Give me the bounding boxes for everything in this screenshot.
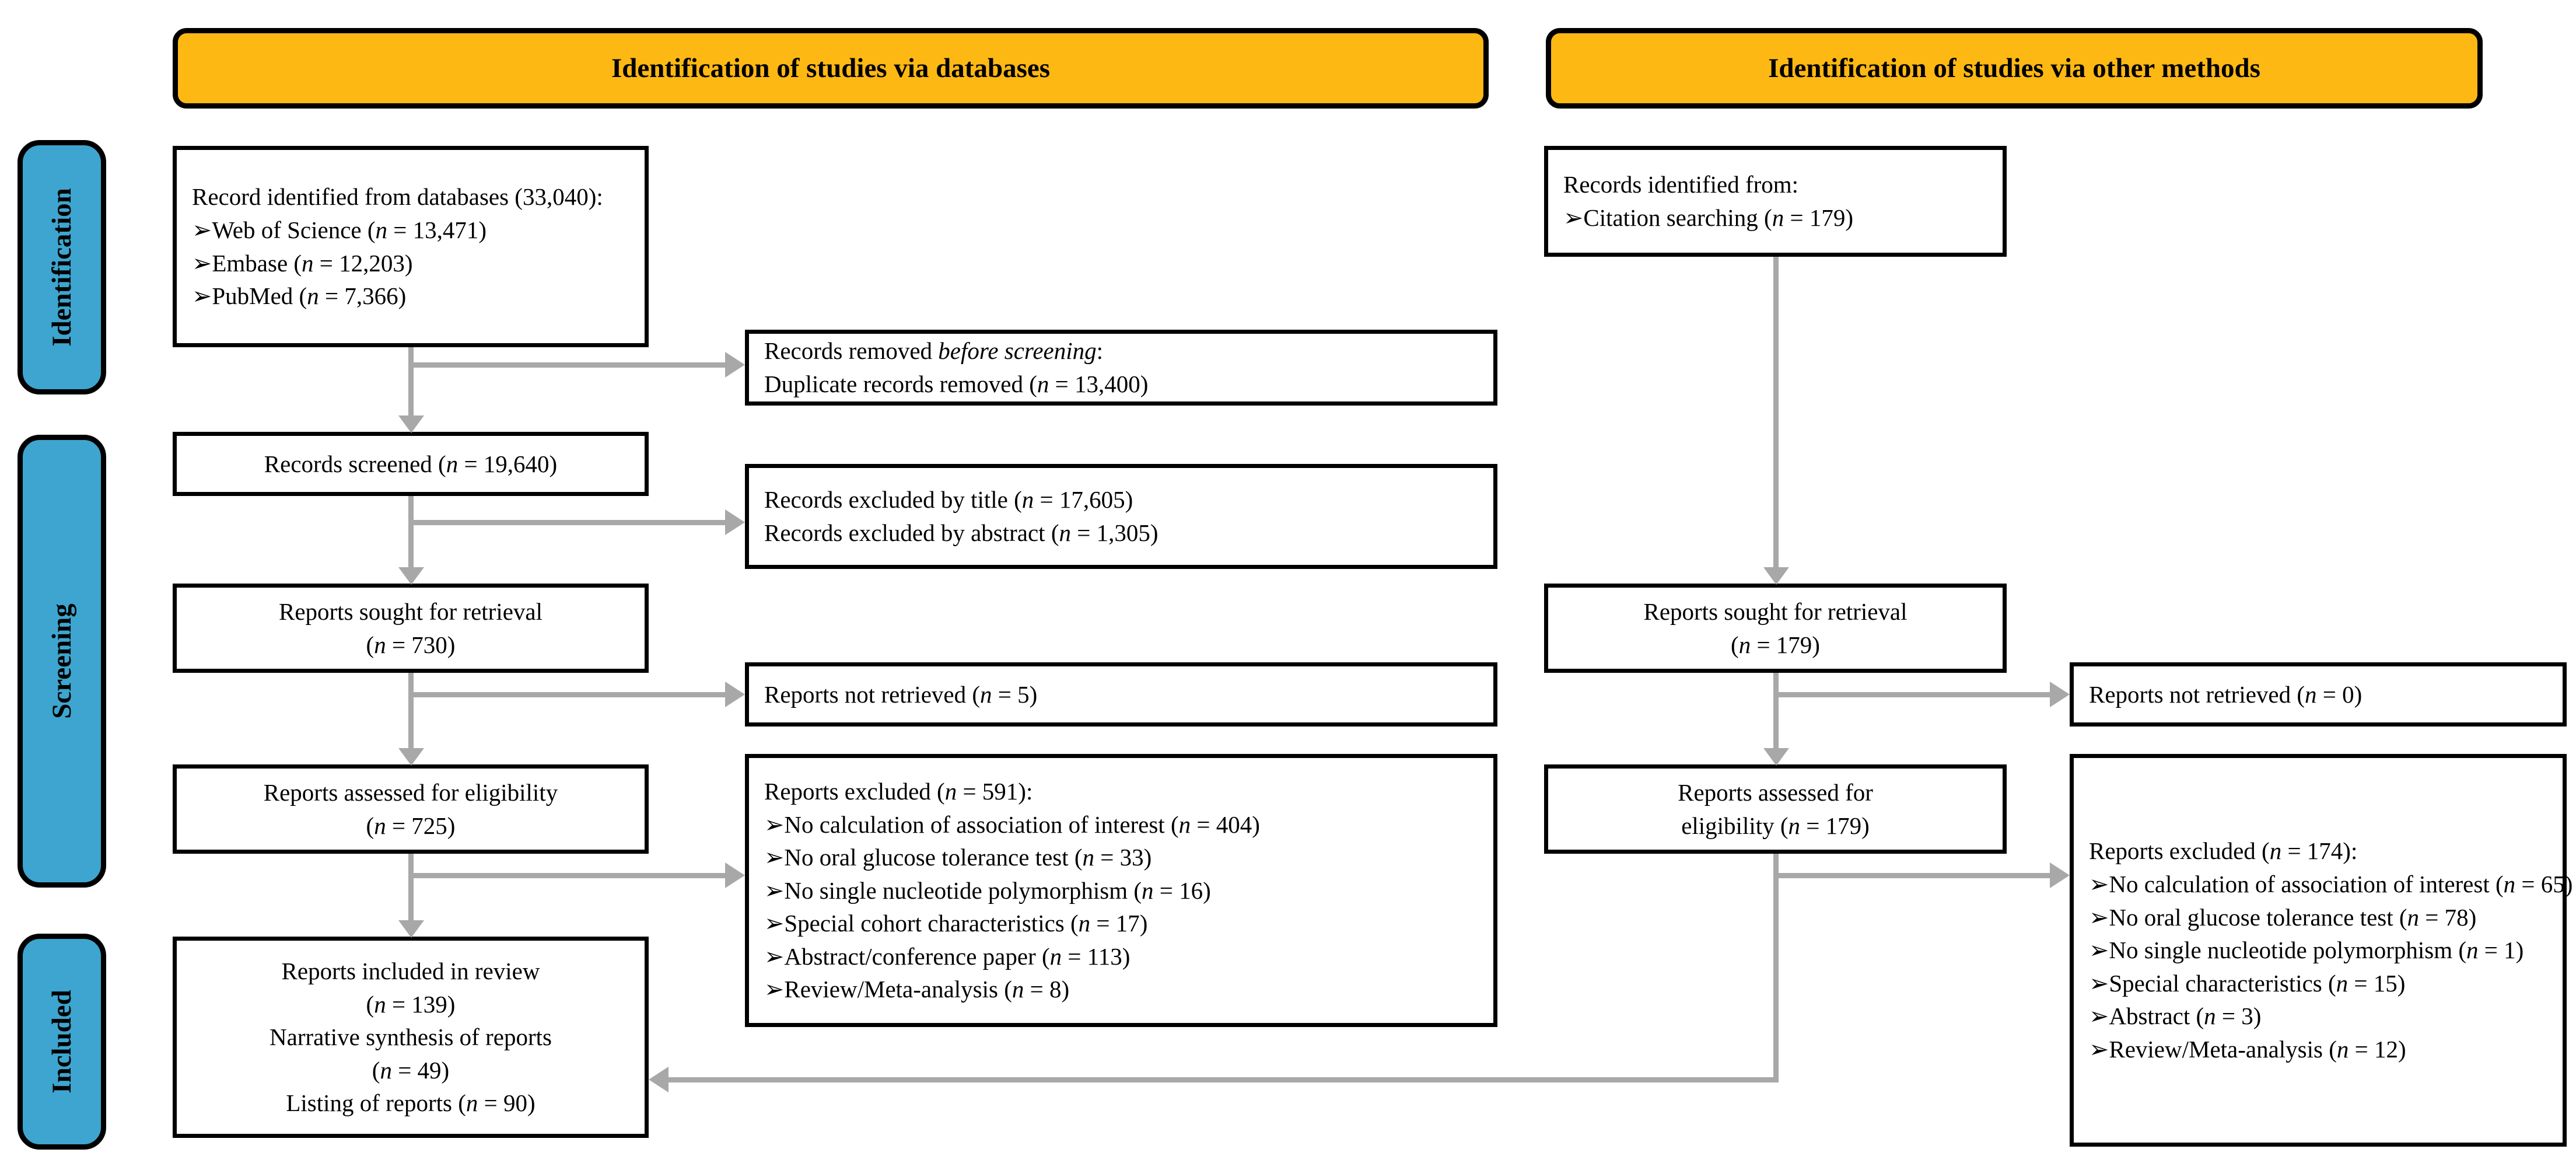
header-identification-via-databases: Identification of studies via databases (173, 28, 1489, 109)
box-records-screened-text: Records screened (n = 19,640) (264, 450, 558, 477)
box-reports-assessed-other-line1: Reports assessed for (1678, 778, 1873, 806)
box-reports-included: Reports included in review (n = 139) Nar… (173, 937, 649, 1138)
arrow-line-identified-to-screened (408, 347, 414, 415)
arrow-line-sought-other-to-assessed (1773, 673, 1779, 748)
box-records-excluded-line1: Records excluded by title (n = 17,605) (764, 486, 1133, 514)
box-reports-assessed-databases: Reports assessed for eligibility (n = 72… (173, 764, 649, 854)
box-reports-not-retrieved-other: Reports not retrieved (n = 0) (2070, 662, 2567, 727)
list-item: ➢Special characteristics (n = 15) (2089, 969, 2406, 997)
box-reports-included-line3: Narrative synthesis of reports (270, 1024, 552, 1051)
arrow-line-other-to-included (668, 1077, 1778, 1082)
box-reports-not-retrieved-other-text: Reports not retrieved (n = 0) (2089, 680, 2362, 708)
arrowhead-down-icon (1763, 748, 1789, 766)
header-identification-via-other-methods: Identification of studies via other meth… (1546, 28, 2483, 109)
box-records-excluded-line2: Records excluded by abstract (n = 1,305) (764, 519, 1158, 546)
box-reports-sought-other-line2: (n = 179) (1731, 631, 1820, 658)
header-identification-via-other-methods-label: Identification of studies via other meth… (1768, 53, 2260, 83)
arrow-line-to-records-removed (408, 362, 725, 368)
arrow-line-assessed-other-down (1773, 854, 1779, 1082)
arrowhead-down-icon (398, 415, 424, 433)
arrow-line-to-reports-excluded-other (1773, 873, 2050, 878)
arrowhead-right-icon (725, 682, 745, 707)
header-identification-via-databases-label: Identification of studies via databases (611, 53, 1051, 83)
list-item: ➢No calculation of association of intere… (2089, 871, 2573, 898)
arrowhead-right-icon (725, 509, 745, 535)
box-reports-not-retrieved-databases: Reports not retrieved (n = 5) (745, 662, 1497, 727)
list-item: ➢No single nucleotide polymorphism (n = … (2089, 937, 2524, 964)
box-records-identified-databases: Record identified from databases (33,040… (173, 146, 649, 347)
box-reports-excluded-databases-title: Reports excluded (n = 591): (764, 777, 1033, 805)
box-records-screened: Records screened (n = 19,640) (173, 432, 649, 496)
box-records-removed-line1: Records removed before screening: (764, 337, 1104, 365)
box-reports-sought-other: Reports sought for retrieval (n = 179) (1544, 584, 2007, 673)
stage-label-screening: Screening (18, 435, 106, 888)
list-item: ➢Special cohort characteristics (n = 17) (764, 910, 1148, 937)
box-reports-assessed-databases-line2: (n = 725) (366, 812, 456, 839)
list-item: ➢Review/Meta-analysis (n = 12) (2089, 1035, 2406, 1063)
box-reports-excluded-databases: Reports excluded (n = 591): ➢No calculat… (745, 754, 1497, 1027)
list-item: ➢PubMed (n = 7,366) (192, 282, 407, 310)
stage-label-identification: Identification (18, 140, 106, 394)
box-reports-excluded-other-title: Reports excluded (n = 174): (2089, 837, 2358, 865)
arrow-line-to-records-excluded (408, 520, 725, 525)
box-records-identified-databases-title: Record identified from databases (33,040… (192, 183, 603, 211)
arrow-line-to-not-retrieved-other (1773, 692, 2050, 697)
arrow-line-to-reports-excluded-databases (408, 873, 725, 878)
box-reports-assessed-other: Reports assessed for eligibility (n = 17… (1544, 764, 2007, 854)
arrow-line-sought-to-assessed (408, 673, 414, 748)
box-reports-assessed-other-line2: eligibility (n = 179) (1681, 812, 1870, 839)
list-item: ➢Web of Science (n = 13,471) (192, 216, 487, 243)
arrowhead-down-icon (398, 920, 424, 938)
box-records-removed-before-screening: Records removed before screening: Duplic… (745, 330, 1497, 406)
box-reports-included-line2: (n = 139) (366, 990, 456, 1018)
box-reports-assessed-databases-line1: Reports assessed for eligibility (263, 778, 558, 806)
box-records-identified-other: Records identified from: ➢Citation searc… (1544, 146, 2007, 257)
list-item: ➢No oral glucose tolerance test (n = 33) (764, 844, 1152, 871)
box-reports-sought-databases: Reports sought for retrieval (n = 730) (173, 584, 649, 673)
arrowhead-right-icon (725, 352, 745, 378)
arrowhead-down-icon (398, 748, 424, 766)
arrowhead-right-icon (2050, 862, 2070, 888)
list-item: ➢Abstract/conference paper (n = 113) (764, 942, 1130, 970)
arrow-line-assessed-to-included (408, 854, 414, 920)
box-reports-not-retrieved-databases-text: Reports not retrieved (n = 5) (764, 680, 1038, 708)
box-reports-sought-databases-line2: (n = 730) (366, 631, 456, 658)
stage-label-screening-text: Screening (47, 603, 78, 719)
box-records-excluded: Records excluded by title (n = 17,605) R… (745, 464, 1497, 569)
arrow-line-to-not-retrieved-databases (408, 692, 725, 697)
list-item: ➢Citation searching (n = 179) (1563, 204, 1853, 231)
box-records-removed-line2: Duplicate records removed (n = 13,400) (764, 371, 1149, 397)
box-reports-sought-databases-line1: Reports sought for retrieval (278, 598, 543, 625)
arrow-line-citation-to-sought (1773, 257, 1779, 567)
arrowhead-left-icon (649, 1067, 668, 1092)
box-reports-excluded-other: Reports excluded (n = 174): ➢No calculat… (2070, 754, 2572, 1147)
arrowhead-down-icon (1763, 567, 1789, 585)
arrowhead-down-icon (398, 567, 424, 585)
stage-label-identification-text: Identification (47, 188, 77, 347)
box-records-identified-other-title: Records identified from: (1563, 171, 1799, 198)
box-reports-sought-other-line1: Reports sought for retrieval (1643, 598, 1908, 625)
box-reports-included-line4: (n = 49) (372, 1056, 450, 1084)
arrow-line-screened-to-sought (408, 496, 414, 567)
box-reports-included-line1: Reports included in review (281, 958, 540, 985)
list-item: ➢Embase (n = 12,203) (192, 249, 413, 277)
box-reports-included-line5: Listing of reports (n = 90) (286, 1089, 536, 1117)
stage-label-included-text: Included (47, 990, 78, 1094)
list-item: ➢Review/Meta-analysis (n = 8) (764, 976, 1070, 1003)
stage-label-included: Included (18, 934, 106, 1150)
list-item: ➢No single nucleotide polymorphism (n = … (764, 876, 1211, 904)
list-item: ➢Abstract (n = 3) (2089, 1003, 2262, 1030)
list-item: ➢No oral glucose tolerance test (n = 78) (2089, 903, 2477, 931)
list-item: ➢No calculation of association of intere… (764, 811, 1260, 838)
arrowhead-right-icon (2050, 682, 2070, 707)
arrowhead-right-icon (725, 862, 745, 888)
